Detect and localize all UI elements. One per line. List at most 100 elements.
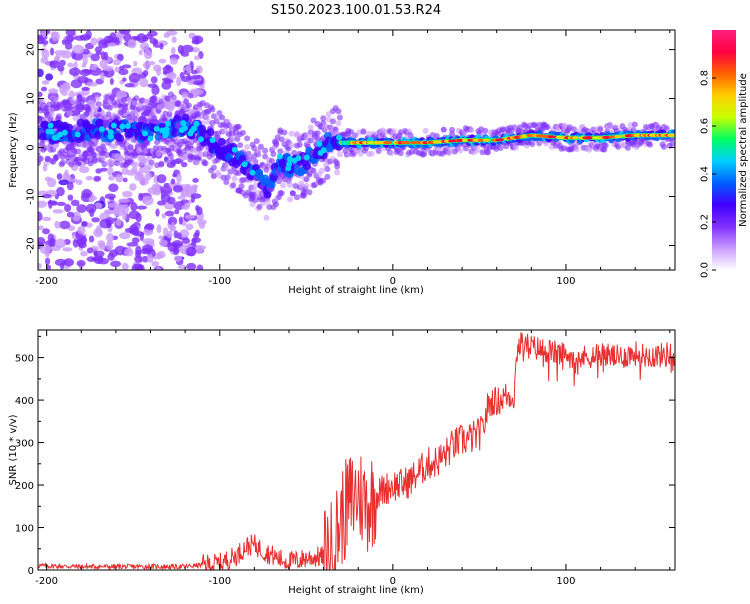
spectrogram-cell	[300, 190, 307, 197]
spectrogram-cell	[76, 260, 86, 267]
spectrogram-cell	[336, 134, 343, 141]
spectrogram-cell	[82, 55, 88, 66]
spectrogram-cell	[80, 96, 87, 103]
snr-x-tick-label: -100	[208, 576, 231, 587]
spectrogram-cell	[257, 143, 264, 150]
spectrogram-cell	[597, 126, 604, 133]
spectrogram-y-tick-label: 0	[26, 144, 37, 150]
spectrogram-cell	[74, 131, 81, 138]
spectrogram-cell	[127, 144, 134, 151]
spectrogram-y-tick-label: 10	[26, 92, 37, 105]
spectrogram-cell	[38, 155, 44, 162]
spectrogram-cell	[42, 228, 51, 235]
spectrogram-cell	[53, 142, 60, 149]
spectrogram-cell	[194, 245, 204, 254]
snr-y-tick-label: 100	[15, 524, 34, 535]
spectrogram-cell	[219, 114, 226, 121]
spectrogram-cell	[167, 153, 174, 160]
spectrogram-cell	[107, 166, 114, 176]
spectrogram-cell	[65, 123, 74, 132]
spectrogram-cell	[93, 175, 102, 182]
spectrogram-cell	[440, 126, 447, 133]
spectrogram-cell	[275, 178, 282, 185]
spectrogram-cell	[134, 266, 141, 270]
spectrogram-cell	[142, 244, 153, 253]
spectrogram-cell	[482, 127, 489, 134]
spectrogram-cell	[314, 130, 321, 137]
spectrogram-cell	[176, 232, 182, 240]
spectrogram-cell	[187, 130, 194, 137]
spectrogram-cell	[77, 226, 86, 235]
spectrogram-cell	[85, 203, 97, 214]
spectrogram-cell	[85, 30, 92, 40]
spectrogram-cell	[85, 175, 94, 181]
spectrogram-cell	[131, 166, 138, 174]
spectrogram-cell	[158, 160, 165, 167]
spectrogram-cell	[167, 72, 177, 80]
spectrogram-cell	[100, 167, 108, 172]
spectrogram-cell	[100, 51, 106, 60]
spectrogram-cell	[112, 59, 121, 66]
spectrogram-cell	[142, 130, 149, 137]
spectrogram-cell	[602, 142, 609, 149]
spectrogram-cell	[107, 175, 115, 181]
spectrogram-cell	[165, 64, 172, 71]
spectrogram-cell	[54, 50, 66, 56]
spectrogram-cell	[119, 232, 131, 240]
spectrogram-cell	[273, 141, 280, 148]
colorbar-tick-label: 0.2	[700, 214, 711, 230]
spectrogram-cell	[293, 194, 300, 201]
spectrogram-cell	[176, 173, 182, 184]
spectrogram-cell	[89, 64, 97, 71]
spectrogram-cell	[303, 154, 310, 161]
spectrogram-cell	[170, 222, 176, 231]
spectrogram-cell	[245, 150, 252, 157]
spectrogram-cell	[669, 140, 675, 147]
spectrogram-cell	[324, 166, 331, 173]
spectrogram-cell	[72, 44, 85, 55]
spectrogram-cell	[122, 104, 129, 111]
spectrogram-cell	[121, 204, 129, 215]
spectrogram-cell	[165, 95, 172, 102]
spectrogram-cell	[77, 104, 84, 111]
spectrogram-cell	[335, 108, 342, 115]
spectrogram-cell	[124, 83, 135, 88]
spectrogram-cell	[156, 224, 162, 234]
spectrogram-cell	[183, 98, 190, 105]
spectrogram-cell	[38, 117, 41, 124]
spectrogram-cell	[122, 190, 133, 198]
spectrogram-cell	[138, 192, 144, 201]
spectrogram-cell	[162, 132, 169, 139]
spectrogram-cell	[133, 161, 140, 168]
spectrogram-cell	[184, 214, 195, 219]
spectrogram-cell	[41, 144, 48, 151]
snr-x-tick-label: 100	[556, 576, 575, 587]
spectrogram-cell	[624, 144, 631, 151]
spectrogram-cell	[78, 166, 90, 174]
spectrogram-x-tick-label: 100	[556, 276, 575, 287]
spectrogram-cell	[109, 143, 118, 149]
spectrogram-cell	[181, 204, 190, 210]
spectrogram-cell	[56, 173, 63, 180]
spectrogram-cell	[397, 150, 404, 157]
spectrogram-cell	[324, 173, 331, 180]
spectrogram-cell	[241, 161, 248, 168]
spectrogram-cell	[210, 164, 217, 171]
spectrogram-cell	[141, 255, 149, 263]
spectrogram-cell	[388, 150, 395, 157]
spectrogram-cell	[114, 66, 120, 73]
colorbar-tick-label: 0.8	[700, 70, 711, 86]
spectrogram-cell	[269, 157, 276, 164]
spectrogram-cell	[320, 147, 327, 154]
spectrogram-cell	[166, 111, 173, 118]
spectrogram-cell	[189, 75, 201, 80]
spectrogram-cell	[151, 183, 161, 191]
spectrogram-cell	[316, 140, 323, 147]
spectrogram-cell	[251, 191, 258, 198]
spectrogram-cell	[38, 36, 45, 45]
spectrogram-cell	[224, 174, 231, 181]
spectrogram-cell	[148, 159, 155, 166]
spectrogram-cell	[118, 68, 129, 76]
